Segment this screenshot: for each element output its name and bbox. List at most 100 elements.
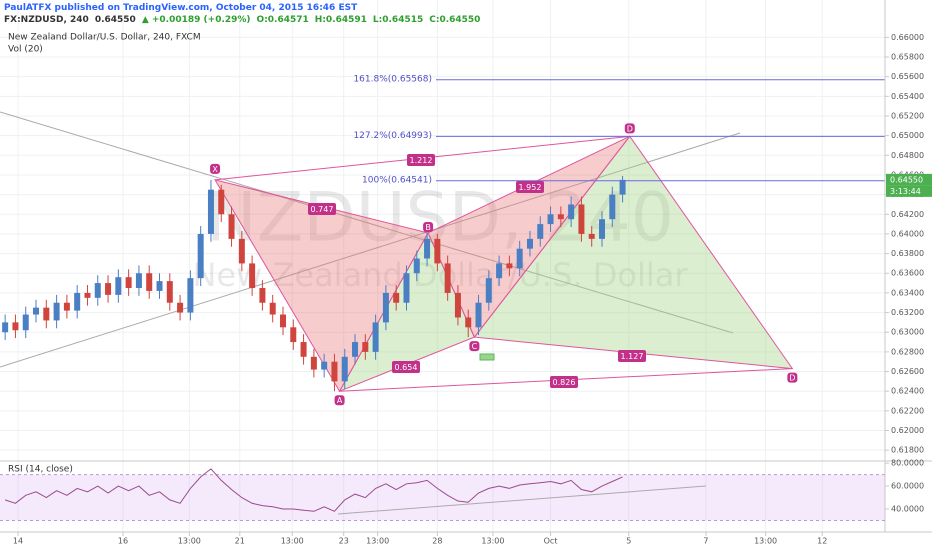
last-price-label: 0.64550 [890, 175, 923, 184]
candle-body [578, 204, 585, 234]
fib-label: 161.8%(0.65568) [353, 74, 432, 84]
trend-line [0, 132, 741, 368]
ohlc-open: O:0.64571 [257, 15, 309, 25]
indicator-label: Vol (20) [8, 45, 43, 55]
candle-body [588, 233, 595, 239]
ratio-label: 0.747 [311, 205, 334, 214]
x-tick-label: 13:00 [178, 537, 201, 546]
countdown-badge [886, 185, 932, 197]
candle-body [506, 263, 513, 269]
candle-body [125, 277, 132, 288]
candle-body [475, 302, 482, 328]
candle-body [496, 263, 503, 279]
candle-body [413, 258, 420, 274]
candle-body [12, 322, 19, 331]
point-badge [469, 341, 480, 352]
x-tick-label: Oct [544, 537, 558, 546]
x-tick-label: 28 [432, 537, 442, 546]
point-label: B [425, 223, 431, 232]
candle-body [300, 342, 307, 357]
rsi-tick-label: 60.0000 [891, 482, 924, 491]
candle-body [238, 238, 245, 264]
candle-body [526, 238, 533, 249]
ohlc-low: L:0.64515 [373, 15, 423, 25]
candle-body [331, 361, 338, 382]
point-label: X [212, 165, 218, 174]
candle-body [424, 238, 431, 259]
candle-body [156, 281, 163, 291]
candle-body [218, 189, 225, 215]
candles [2, 175, 626, 392]
ratio-badge [392, 361, 420, 373]
candle-body [290, 327, 297, 343]
grid [0, 0, 885, 532]
x-tick-label: 21 [235, 537, 245, 546]
candle-body [568, 204, 575, 220]
candle-body [434, 238, 441, 264]
change: ▲ +0.00189 (+0.29%) [142, 15, 251, 25]
x-tick-label: 7 [703, 537, 708, 546]
candle-body [63, 302, 70, 311]
candle-body [485, 278, 492, 303]
ohlc-high: H:0.64591 [315, 15, 367, 25]
rsi-trend-line [337, 485, 707, 515]
y-tick-label: 0.65400 [891, 92, 924, 101]
candle-body [516, 248, 523, 269]
x-tick-label: 23 [339, 537, 349, 546]
y-tick-label: 0.62800 [891, 347, 924, 356]
rsi-band [0, 474, 885, 521]
candle-body [454, 292, 461, 318]
trend-line [0, 111, 734, 334]
candle-body [33, 307, 40, 315]
candle-body [599, 219, 606, 239]
ratio-badge [308, 203, 336, 215]
last-price-badge [886, 173, 932, 186]
point-badge [787, 372, 798, 383]
y-tick-label: 0.65800 [891, 53, 924, 62]
fib-levels: 161.8%(0.65568) 127.2%(0.64993) 100%(0.645… [353, 74, 885, 185]
harmonic-pattern [214, 135, 794, 393]
candle-body [609, 194, 616, 220]
x-tick-label: 5 [626, 537, 631, 546]
y-tick-label: 0.62600 [891, 367, 924, 376]
ratio-badge [516, 181, 544, 193]
point-badge [210, 163, 221, 174]
candle-body [547, 214, 554, 225]
fib-label: 127.2%(0.64993) [353, 131, 432, 141]
point-label: D [627, 124, 633, 133]
price-axis: 0.61800 0.62000 0.62200 0.62400 0.62600 0.628… [885, 33, 932, 455]
rsi-tick-label: 80.0000 [891, 459, 924, 468]
candle-body [207, 189, 214, 234]
y-tick-label: 0.63600 [891, 269, 924, 278]
x-tick-label: 13:00 [281, 537, 304, 546]
publisher: PaulATFX published on TradingView.com, O… [4, 3, 358, 13]
candle-body [352, 342, 359, 357]
rsi-line [4, 468, 623, 512]
y-tick-label: 0.65200 [891, 111, 924, 120]
candle-body [259, 287, 266, 303]
candle-body [177, 302, 184, 313]
candle-body [166, 281, 173, 303]
candle-body [249, 263, 256, 288]
ratio-badge [407, 154, 435, 166]
pattern-labels: X A B C D D 0.747 1.212 1.952 0.654 1.127 0.826 [210, 123, 798, 406]
point-label: A [337, 396, 343, 405]
y-tick-label: 0.65000 [891, 131, 924, 140]
candle-body [372, 322, 379, 352]
candle-body [228, 214, 235, 239]
x-tick-label: 13:00 [366, 537, 389, 546]
candle-body [146, 273, 153, 291]
ohlc-close: C:0.64550 [429, 15, 480, 25]
y-tick-label: 0.63800 [891, 249, 924, 258]
rsi-title: RSI (14, close) [8, 465, 73, 475]
candle-body [269, 302, 276, 315]
x-tick-label: 13:00 [754, 537, 777, 546]
countdown: 3:13:44 [890, 187, 921, 196]
chart-title: New Zealand Dollar/U.S. Dollar, 240, FXC… [8, 33, 201, 43]
point-label: D [789, 374, 795, 383]
point-badge [334, 395, 345, 406]
symbol: FX:NZDUSD, 240 [4, 15, 89, 25]
y-tick-label: 0.62000 [891, 426, 924, 435]
